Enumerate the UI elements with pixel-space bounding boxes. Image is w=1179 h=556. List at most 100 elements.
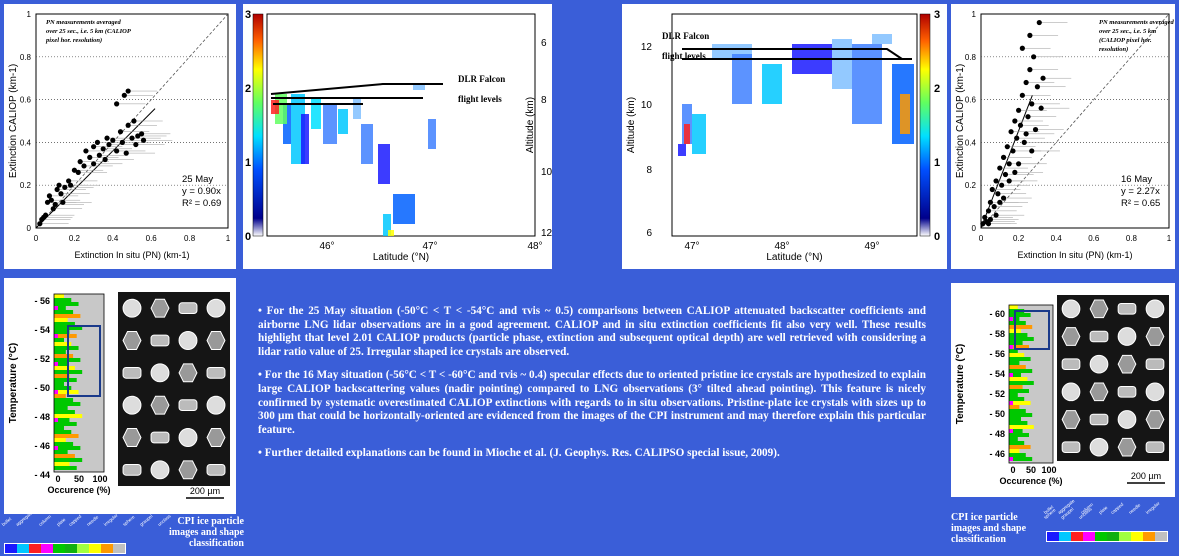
occurrence-bar (1009, 421, 1028, 425)
data-point (1040, 75, 1046, 81)
class-label: bullet (0, 516, 13, 527)
data-point (52, 201, 58, 208)
y-tick-label: - 48 (989, 429, 1005, 439)
r-squared: R² = 0.69 (182, 198, 221, 209)
y-tick-label: - 60 (989, 309, 1005, 319)
conclusions-text: • For the 25 May situation (-50°C < T < … (258, 305, 926, 471)
ice-crystal (122, 428, 142, 447)
ice-crystal (1061, 410, 1081, 429)
data-point (114, 101, 120, 107)
paragraph-25may: • For the 25 May situation (-50°C < T < … (258, 305, 926, 358)
signal-cell (271, 100, 279, 114)
ice-crystal (206, 366, 226, 379)
occurrence-bar (54, 378, 77, 382)
data-point (135, 133, 141, 139)
data-point (993, 212, 999, 218)
legend-swatch (1131, 532, 1143, 541)
occurrence-bar (1009, 325, 1033, 329)
legend-swatch (1083, 532, 1095, 541)
occurrence-bar (1009, 457, 1013, 461)
data-point (1023, 79, 1029, 86)
occurrence-bar (54, 306, 66, 310)
class-label: unclass (1077, 506, 1093, 520)
occurrence-bar (1009, 429, 1023, 433)
data-point (1032, 126, 1039, 133)
y-tick-label: 6 (541, 38, 547, 49)
y-axis-label: Temperature (°C) (955, 344, 966, 425)
cpi-image-panel (118, 292, 230, 486)
legend-swatch (1155, 532, 1167, 541)
data-point (43, 212, 49, 218)
plot-frame (671, 13, 918, 237)
occurrence-bar (54, 310, 74, 314)
y-tick-label: 10 (641, 100, 653, 111)
data-point (60, 199, 66, 205)
one-to-one-line (35, 13, 229, 229)
x-tick-label: 0.2 (69, 234, 81, 243)
occurrence-bar (54, 298, 72, 302)
data-point (1027, 67, 1033, 73)
x-tick-label: 48° (774, 241, 789, 252)
data-point (1012, 118, 1018, 124)
x-tick-label: 46° (319, 241, 334, 252)
occurrence-bar (1009, 345, 1029, 349)
data-point (1023, 131, 1029, 137)
occurrence-bar (54, 386, 72, 390)
occurrence-bar (1009, 401, 1013, 405)
signal-cell (428, 119, 436, 149)
y-tick-label: - 50 (989, 409, 1005, 419)
occurrence-bar (1009, 321, 1026, 325)
occurrence-bar (1009, 369, 1033, 373)
ice-crystal (1061, 358, 1081, 370)
ice-crystal (1089, 299, 1109, 319)
legend-swatch (77, 544, 89, 553)
legend-swatch (1059, 532, 1071, 541)
ice-crystal (1117, 327, 1137, 346)
colorbar-tick: 2 (245, 83, 251, 95)
y-tick-label: 0.4 (20, 138, 32, 147)
occurrence-bar (1009, 413, 1033, 417)
occurrence-bar (1009, 425, 1034, 429)
occurrence-bar (1009, 445, 1031, 449)
scatter-chart-16may: 0 0.2 0.4 0.6 0.8 1 0 0.2 0.4 0.6 0.8 1 Extinction I… (955, 10, 1174, 260)
data-point (1002, 171, 1009, 178)
caption-left: CPI ice particle images and shape classi… (168, 516, 244, 549)
signal-cell (692, 114, 706, 154)
occurrence-frame (1008, 304, 1054, 464)
class-labels-left: bullet aggregate column plate capped needle ir… (1, 510, 178, 527)
data-point (96, 152, 102, 158)
legend-swatch (89, 544, 101, 553)
data-point (102, 156, 108, 163)
occurrence-bar (1009, 389, 1029, 393)
data-point (1012, 169, 1018, 175)
data-point (62, 184, 68, 190)
data-point (1027, 32, 1033, 38)
ice-crystal (122, 395, 142, 415)
x-axis-label: Extinction In situ (PN) (km-1) (1017, 250, 1132, 260)
occurrence-bar (54, 422, 77, 426)
y-tick-label: - 56 (34, 296, 50, 306)
x-tick-label: 50 (74, 474, 84, 484)
data-point (71, 167, 77, 173)
data-point (1008, 129, 1014, 135)
legend-swatch (113, 544, 125, 553)
y-tick-label: - 46 (34, 441, 50, 451)
colorbar (252, 13, 264, 237)
data-point (131, 118, 137, 124)
legend-swatch (17, 544, 29, 553)
occurrence-bar (1009, 381, 1034, 385)
ice-crystal (1061, 382, 1081, 402)
data-point (140, 137, 147, 143)
data-point (1029, 148, 1035, 154)
occurrence-bar (1009, 357, 1031, 361)
data-point (1000, 154, 1007, 160)
ice-crystal (206, 331, 226, 350)
occurrence-bar (54, 374, 70, 378)
signal-cell (762, 64, 782, 104)
lidar-panel-16may: 0 1 2 3 47° 48° 49° 6 8 10 12 Latitude (°N) Altitude… (622, 4, 947, 269)
occurrence-bar (1009, 449, 1020, 453)
annotation-line: resolution) (1099, 46, 1128, 53)
occurrence-bar (54, 462, 70, 466)
ice-crystal (178, 331, 198, 350)
